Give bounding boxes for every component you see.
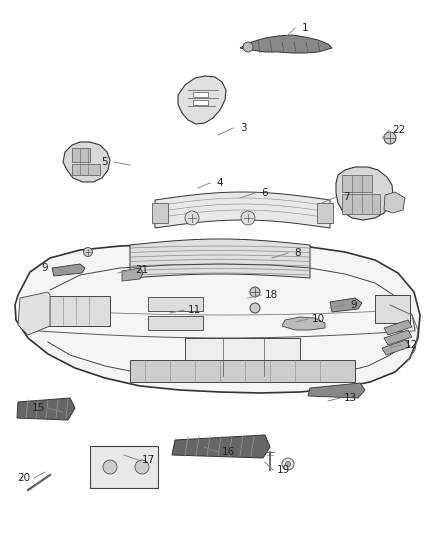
Polygon shape — [52, 264, 85, 276]
Text: 8: 8 — [295, 248, 301, 258]
Text: 1: 1 — [302, 23, 308, 33]
Bar — [148, 316, 203, 330]
Polygon shape — [282, 317, 325, 330]
Polygon shape — [72, 148, 90, 162]
Polygon shape — [240, 35, 332, 53]
Text: 13: 13 — [343, 393, 357, 403]
Polygon shape — [342, 175, 372, 192]
Polygon shape — [155, 192, 330, 228]
Circle shape — [384, 132, 396, 144]
Text: 9: 9 — [42, 263, 48, 273]
Text: 21: 21 — [135, 265, 148, 275]
Circle shape — [243, 42, 253, 52]
Circle shape — [250, 303, 260, 313]
Polygon shape — [15, 243, 420, 393]
Polygon shape — [122, 268, 143, 281]
Text: 6: 6 — [261, 188, 268, 198]
Bar — [90, 446, 158, 488]
Circle shape — [185, 211, 199, 225]
Text: 4: 4 — [217, 178, 223, 188]
Polygon shape — [72, 164, 100, 175]
Text: 20: 20 — [18, 473, 31, 483]
Circle shape — [286, 462, 290, 466]
Polygon shape — [308, 383, 365, 398]
Text: 10: 10 — [311, 314, 325, 324]
Bar — [152, 203, 168, 223]
Text: 12: 12 — [404, 340, 417, 350]
Bar — [317, 203, 333, 223]
Polygon shape — [17, 398, 75, 420]
Text: 19: 19 — [276, 465, 290, 475]
Bar — [185, 338, 300, 376]
Polygon shape — [18, 292, 50, 335]
Polygon shape — [130, 239, 310, 278]
Text: 16: 16 — [221, 447, 235, 457]
Polygon shape — [193, 92, 208, 97]
Text: 17: 17 — [141, 455, 155, 465]
Circle shape — [103, 460, 117, 474]
Circle shape — [241, 211, 255, 225]
Polygon shape — [384, 330, 412, 345]
Text: 22: 22 — [392, 125, 406, 135]
Text: 18: 18 — [265, 290, 278, 300]
Text: 3: 3 — [240, 123, 246, 133]
Text: 7: 7 — [343, 192, 350, 202]
Polygon shape — [336, 167, 393, 220]
Polygon shape — [384, 192, 405, 213]
Bar — [148, 297, 203, 311]
Polygon shape — [330, 298, 362, 312]
Circle shape — [135, 460, 149, 474]
Bar — [375, 295, 410, 323]
Text: 15: 15 — [32, 403, 45, 413]
Circle shape — [282, 458, 294, 470]
Circle shape — [84, 247, 92, 256]
Polygon shape — [342, 194, 380, 214]
Circle shape — [250, 287, 260, 297]
Polygon shape — [178, 76, 226, 124]
Polygon shape — [193, 100, 208, 105]
Text: 9: 9 — [351, 300, 357, 310]
Polygon shape — [382, 340, 410, 355]
Polygon shape — [63, 142, 110, 182]
Bar — [130, 360, 355, 382]
Text: 5: 5 — [101, 157, 107, 167]
Bar — [48, 296, 110, 326]
Text: 11: 11 — [187, 305, 201, 315]
Polygon shape — [172, 435, 270, 458]
Polygon shape — [384, 320, 412, 335]
